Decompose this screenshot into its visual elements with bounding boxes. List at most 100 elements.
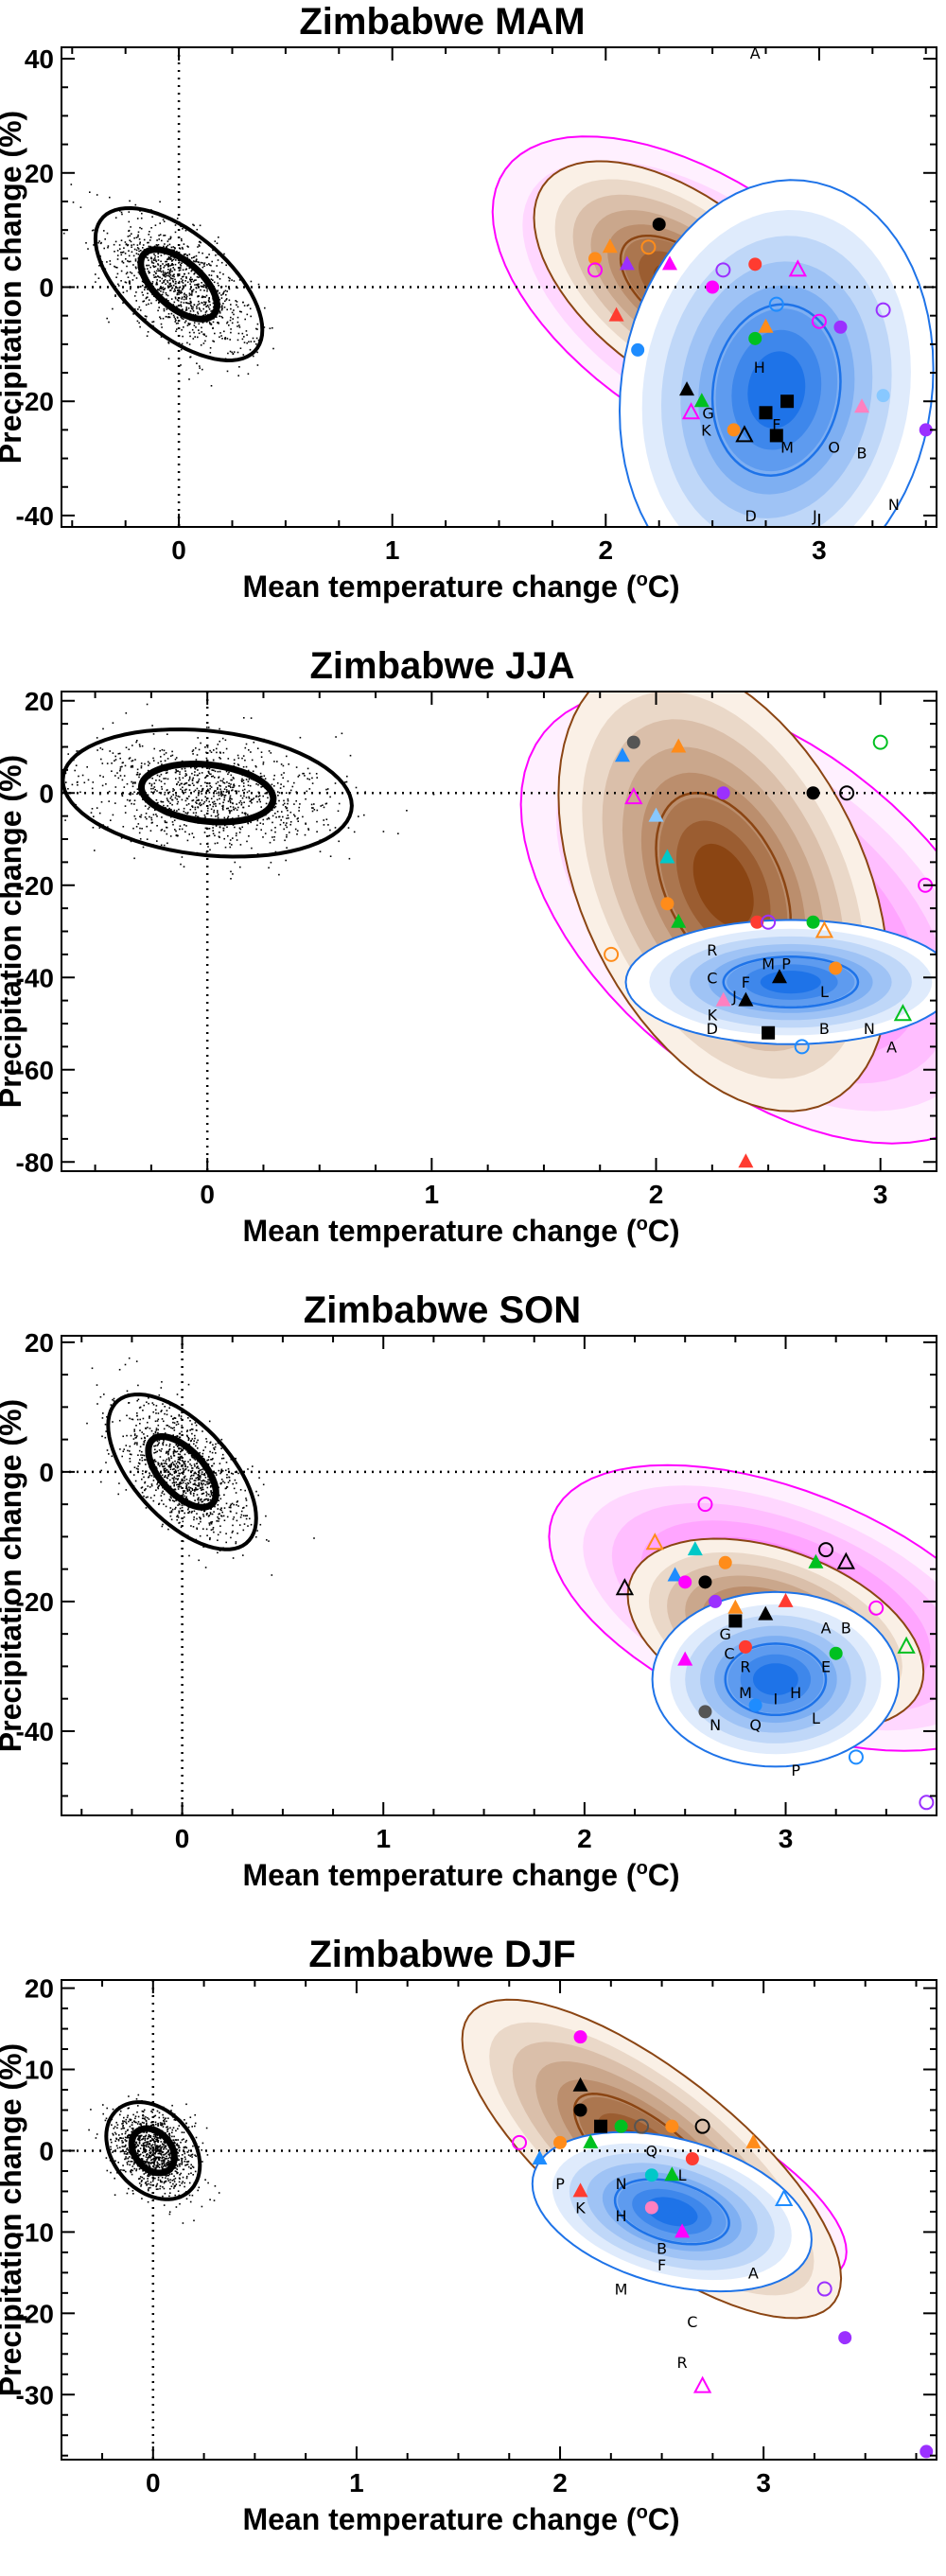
variability-dot bbox=[110, 2171, 112, 2174]
variability-dot bbox=[154, 2121, 157, 2124]
variability-dot bbox=[201, 790, 203, 792]
variability-dot bbox=[131, 766, 134, 768]
variability-dot bbox=[213, 271, 215, 272]
variability-dot bbox=[210, 278, 213, 280]
variability-dot bbox=[122, 2122, 124, 2124]
variability-dot bbox=[152, 2166, 155, 2168]
variability-dot bbox=[131, 244, 132, 246]
variability-dot bbox=[173, 1471, 176, 1473]
variability-dot bbox=[189, 1429, 191, 1431]
variability-dot bbox=[209, 264, 211, 267]
variability-dot bbox=[196, 1441, 198, 1444]
variability-dot bbox=[169, 285, 172, 288]
variability-dot bbox=[175, 795, 177, 797]
variability-dot bbox=[249, 348, 252, 351]
variability-dot bbox=[233, 759, 236, 761]
variability-dot bbox=[128, 748, 131, 750]
variability-dot bbox=[143, 2142, 146, 2144]
variability-dot bbox=[175, 1424, 178, 1426]
variability-dot bbox=[170, 1455, 172, 1458]
variability-dot bbox=[198, 798, 200, 801]
variability-dot bbox=[118, 1419, 121, 1422]
variability-dot bbox=[190, 278, 192, 281]
variability-dot bbox=[76, 781, 79, 783]
variability-dot bbox=[273, 761, 275, 762]
variability-dot bbox=[149, 1472, 150, 1474]
variability-dot bbox=[64, 819, 66, 821]
variability-dot bbox=[179, 825, 182, 827]
variability-dot bbox=[111, 2141, 113, 2144]
variability-dot bbox=[161, 326, 163, 328]
variability-dot bbox=[134, 308, 136, 310]
variability-dot bbox=[107, 826, 109, 828]
variability-dot bbox=[229, 812, 231, 815]
variability-dot bbox=[197, 372, 200, 375]
variability-dot bbox=[213, 795, 215, 797]
variability-dot bbox=[182, 2222, 184, 2224]
variability-dot bbox=[143, 2146, 145, 2147]
variability-dot bbox=[282, 815, 284, 818]
variability-dot bbox=[150, 787, 152, 790]
variability-dot bbox=[172, 314, 175, 317]
variability-dot bbox=[257, 1494, 259, 1497]
variability-dot bbox=[191, 2194, 194, 2197]
variability-dot bbox=[125, 243, 128, 245]
variability-dot bbox=[189, 335, 191, 338]
variability-dot bbox=[207, 1499, 209, 1501]
variability-dot bbox=[168, 2161, 171, 2163]
model-marker-circle-open bbox=[512, 2134, 528, 2150]
variability-dot bbox=[179, 263, 182, 266]
variability-dot bbox=[184, 2152, 186, 2155]
variability-dot bbox=[141, 2176, 144, 2179]
variability-dot bbox=[223, 795, 226, 797]
variability-dot bbox=[164, 760, 166, 762]
variability-dot bbox=[208, 1522, 211, 1524]
variability-dot bbox=[128, 229, 131, 232]
variability-dot bbox=[227, 785, 230, 787]
variability-dot bbox=[149, 806, 150, 809]
variability-dot bbox=[176, 328, 178, 330]
y-tick-label: 20 bbox=[25, 1328, 54, 1358]
variability-dot bbox=[155, 2188, 158, 2190]
variability-dot bbox=[166, 789, 168, 792]
variability-dot bbox=[206, 305, 209, 307]
variability-dot bbox=[174, 2194, 176, 2197]
variability-dot bbox=[198, 261, 200, 264]
variability-dot bbox=[116, 2127, 118, 2129]
variability-dot bbox=[232, 777, 235, 779]
variability-dot bbox=[168, 1479, 171, 1481]
variability-dot bbox=[168, 243, 171, 246]
variability-dot bbox=[203, 301, 205, 304]
variability-dot bbox=[171, 821, 174, 823]
variability-dot bbox=[181, 329, 183, 331]
variability-dot bbox=[198, 300, 200, 303]
variability-dot bbox=[161, 239, 163, 242]
variability-dot bbox=[169, 2182, 171, 2183]
variability-dot bbox=[149, 2154, 150, 2156]
variability-dot bbox=[179, 773, 181, 776]
variability-dot bbox=[127, 244, 129, 247]
variability-dot bbox=[182, 2176, 184, 2179]
variability-dot bbox=[167, 1453, 169, 1456]
variability-dot bbox=[177, 1464, 179, 1467]
variability-dot bbox=[198, 780, 200, 782]
variability-dot bbox=[170, 285, 173, 287]
variability-dot bbox=[177, 2159, 180, 2162]
variability-dot bbox=[169, 1496, 172, 1498]
variability-dot bbox=[167, 1452, 169, 1454]
variability-dot bbox=[157, 2152, 160, 2155]
variability-dot bbox=[189, 1478, 191, 1480]
variability-dot bbox=[71, 783, 74, 786]
variability-dot bbox=[255, 765, 257, 768]
variability-dot bbox=[225, 789, 228, 791]
variability-dot bbox=[220, 261, 223, 264]
variability-dot bbox=[214, 770, 217, 773]
variability-dot bbox=[153, 2155, 156, 2158]
variability-dot bbox=[151, 2112, 153, 2113]
variability-dot bbox=[172, 1463, 175, 1465]
variability-dot bbox=[173, 301, 176, 304]
variability-dot bbox=[163, 2146, 165, 2148]
variability-dot bbox=[177, 289, 179, 291]
variability-dot bbox=[222, 801, 224, 804]
variability-dot bbox=[138, 2135, 141, 2137]
